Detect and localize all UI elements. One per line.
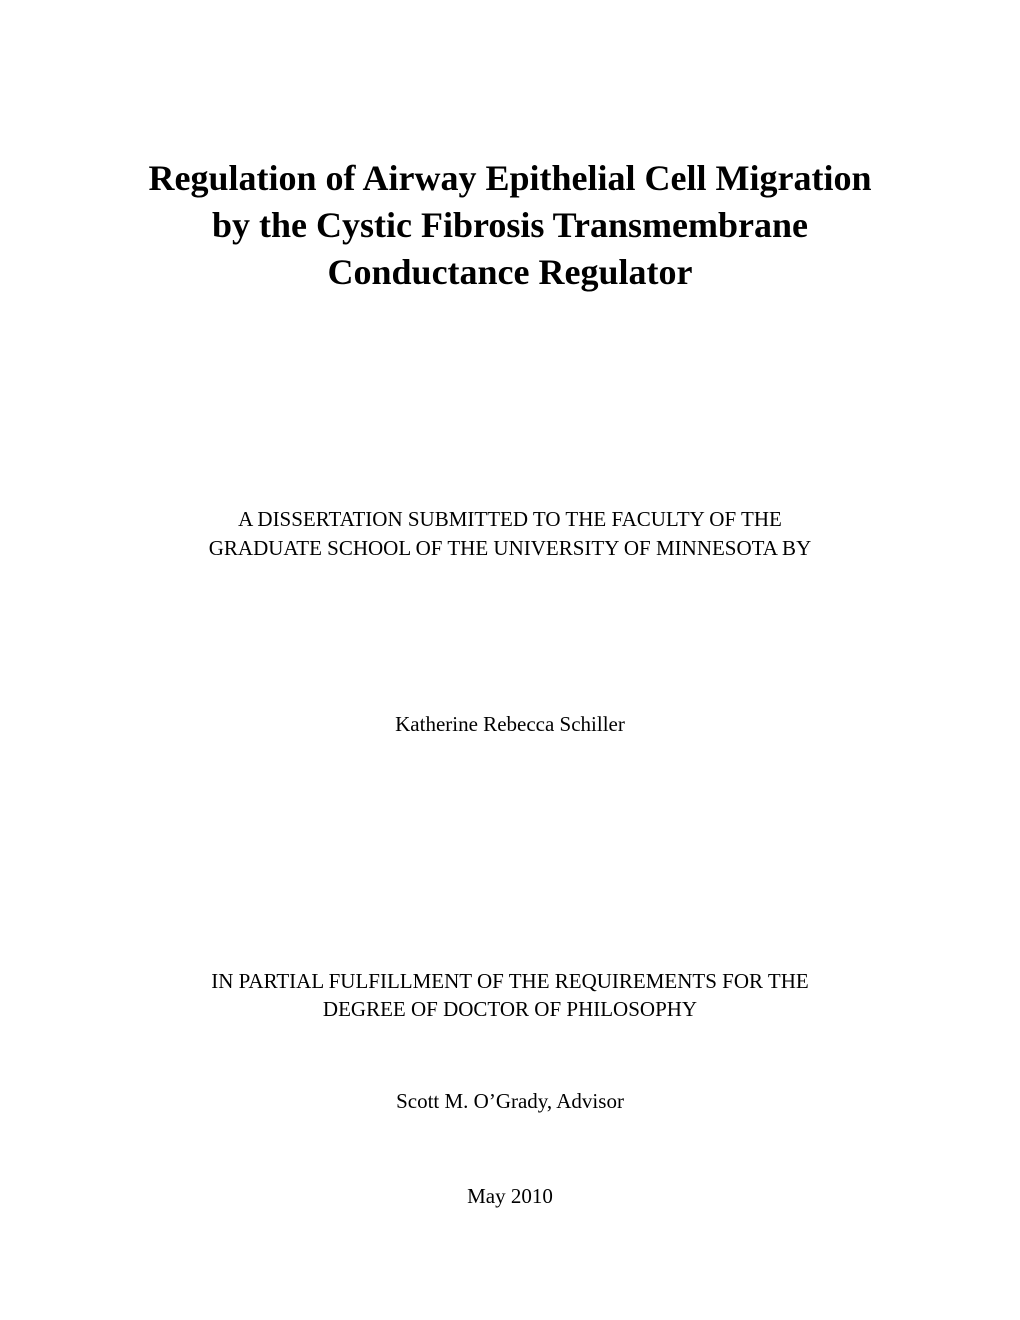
dissertation-title: Regulation of Airway Epithelial Cell Mig… bbox=[130, 155, 890, 295]
advisor-name: Scott M. O’Grady, Advisor bbox=[396, 1089, 624, 1114]
author-name: Katherine Rebecca Schiller bbox=[395, 712, 625, 737]
dissertation-date: May 2010 bbox=[467, 1184, 553, 1209]
fulfillment-statement: IN PARTIAL FULFILLMENT OF THE REQUIREMEN… bbox=[211, 967, 808, 1024]
submission-line-1: A DISSERTATION SUBMITTED TO THE FACULTY … bbox=[209, 505, 811, 533]
fulfillment-line-1: IN PARTIAL FULFILLMENT OF THE REQUIREMEN… bbox=[211, 967, 808, 995]
submission-statement: A DISSERTATION SUBMITTED TO THE FACULTY … bbox=[209, 505, 811, 562]
submission-line-2: GRADUATE SCHOOL OF THE UNIVERSITY OF MIN… bbox=[209, 534, 811, 562]
fulfillment-line-2: DEGREE OF DOCTOR OF PHILOSOPHY bbox=[211, 995, 808, 1023]
